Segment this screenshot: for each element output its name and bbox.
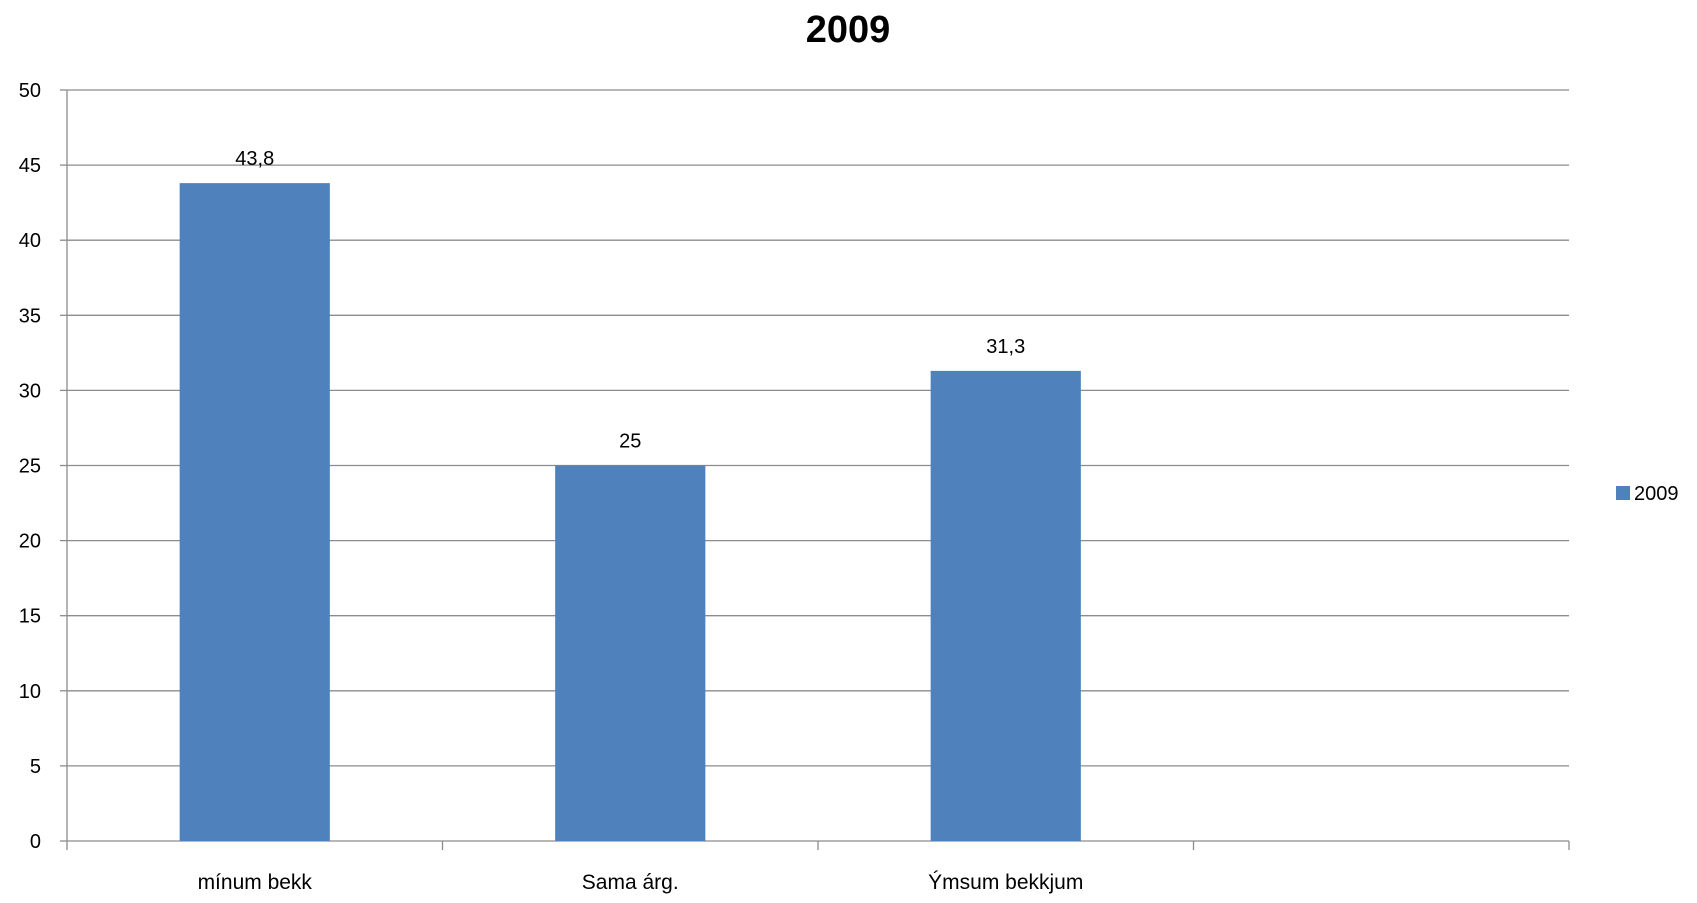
data-label: 25 <box>619 431 641 453</box>
data-label: 31,3 <box>986 336 1025 358</box>
data-labels: 43,8 25 31,3 <box>235 148 1025 452</box>
chart-title: 2009 <box>806 9 891 51</box>
x-tick-label: Sama árg. <box>582 871 679 894</box>
y-tick-label: 15 <box>19 606 41 628</box>
y-tick-label: 35 <box>19 305 41 327</box>
y-tick-label: 20 <box>19 531 41 553</box>
x-tick-label: Ýmsum bekkjum <box>928 871 1083 894</box>
y-tick-label: 0 <box>30 831 41 853</box>
y-tick-label: 45 <box>19 155 41 177</box>
tick-labels: 0 5 10 15 20 25 30 35 40 45 50 mínum bekk Sama árg. Ý… <box>19 80 1084 894</box>
bar <box>555 465 706 841</box>
bar <box>179 183 330 841</box>
y-tick-label: 25 <box>19 456 41 478</box>
y-tick-label: 10 <box>19 681 41 703</box>
bar <box>930 370 1081 841</box>
y-tick-label: 5 <box>30 756 41 778</box>
data-label: 43,8 <box>235 148 274 170</box>
bars <box>179 183 1081 841</box>
x-tick-label: mínum bekk <box>198 871 313 894</box>
y-tick-label: 50 <box>19 80 41 102</box>
y-tick-label: 40 <box>19 230 41 252</box>
legend-label: 2009 <box>1634 483 1679 505</box>
legend: 2009 <box>1616 483 1679 505</box>
legend-swatch <box>1616 486 1630 500</box>
y-tick-label: 30 <box>19 380 41 402</box>
